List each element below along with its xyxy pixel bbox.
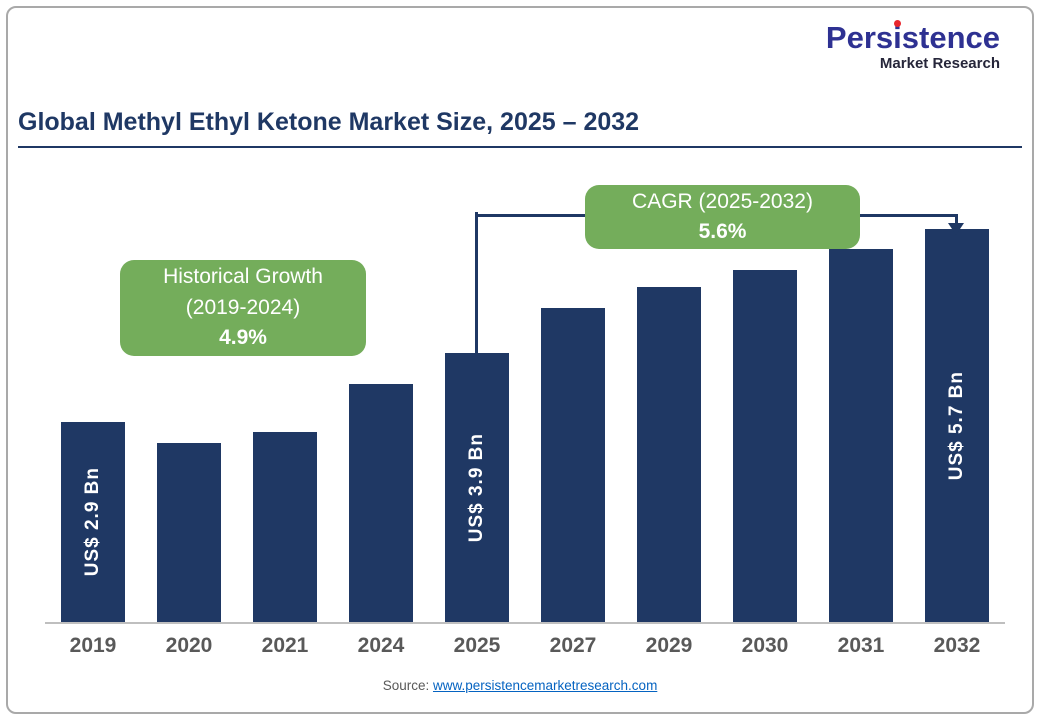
x-label-2024: 2024 bbox=[357, 634, 405, 657]
x-label-2029: 2029 bbox=[645, 634, 693, 657]
bar-2032: US$ 5.7 Bn bbox=[925, 229, 989, 622]
bar-2030 bbox=[733, 270, 797, 622]
bar-column-2025: US$ 3.9 Bn bbox=[429, 170, 525, 622]
chart-title: Global Methyl Ethyl Ketone Market Size, … bbox=[18, 108, 640, 136]
bar-2027 bbox=[541, 308, 605, 622]
bar-column-2019: US$ 2.9 Bn bbox=[45, 170, 141, 622]
plot-area: US$ 2.9 Bn US$ 3.9 Bn US$ 5.7 Bn bbox=[45, 170, 1005, 624]
connector-line-left bbox=[475, 214, 590, 217]
bar-value-label-2032: US$ 5.7 Bn bbox=[946, 370, 967, 481]
bar-column-2020 bbox=[141, 170, 237, 622]
bar-column-2029 bbox=[621, 170, 717, 622]
connector-line-2025 bbox=[475, 212, 478, 355]
x-label-2027: 2027 bbox=[549, 634, 597, 657]
bar-column-2027 bbox=[525, 170, 621, 622]
bar-2021 bbox=[253, 432, 317, 622]
bar-2020 bbox=[157, 443, 221, 622]
x-label-2025: 2025 bbox=[453, 634, 501, 657]
logo-subtitle: Market Research bbox=[879, 55, 1000, 72]
source-link[interactable]: www.persistencemarketresearch.com bbox=[432, 678, 658, 693]
x-label-2020: 2020 bbox=[165, 634, 213, 657]
arrow-down-icon bbox=[948, 223, 964, 235]
bar-2024 bbox=[349, 384, 413, 622]
logo-text-part3: stence bbox=[901, 20, 1000, 55]
logo-text-part1: Pers bbox=[825, 20, 894, 55]
cagr-value: 5.6% bbox=[698, 220, 747, 243]
connector-line-2032 bbox=[955, 214, 958, 224]
x-label-2031: 2031 bbox=[837, 634, 885, 657]
bar-2031 bbox=[829, 249, 893, 622]
bar-value-label-2025: US$ 3.9 Bn bbox=[466, 432, 487, 543]
bar-column-2030 bbox=[717, 170, 813, 622]
x-axis-labels: 2019 2020 2021 2024 2025 2027 2029 2030 2031 2032 bbox=[45, 634, 1005, 658]
historical-growth-line2: (2019-2024) bbox=[185, 295, 301, 319]
historical-growth-line1: Historical Growth bbox=[163, 265, 323, 289]
historical-growth-value: 4.9% bbox=[219, 326, 267, 350]
historical-growth-callout: Historical Growth (2019-2024) 4.9% bbox=[120, 260, 366, 356]
x-label-2030: 2030 bbox=[741, 634, 789, 657]
title-underline bbox=[18, 146, 1022, 148]
logo-wordmark: Persistence bbox=[826, 22, 1000, 53]
source-label: Source: bbox=[382, 678, 430, 693]
cagr-line1: CAGR (2025-2032) bbox=[632, 189, 813, 213]
logo-red-dot-i: i bbox=[893, 20, 902, 55]
bar-2025: US$ 3.9 Bn bbox=[445, 353, 509, 622]
bar-column-2032: US$ 5.7 Bn bbox=[909, 170, 1005, 622]
bar-column-2024 bbox=[333, 170, 429, 622]
x-label-2032: 2032 bbox=[933, 634, 981, 657]
bar-2029 bbox=[637, 287, 701, 622]
source-line: Source: www.persistencemarketresearch.co… bbox=[0, 678, 1040, 693]
bar-column-2031 bbox=[813, 170, 909, 622]
bar-value-label-2019: US$ 2.9 Bn bbox=[82, 467, 103, 577]
x-label-2019: 2019 bbox=[69, 634, 117, 657]
bar-2019: US$ 2.9 Bn bbox=[61, 422, 125, 622]
connector-line-right bbox=[855, 214, 958, 217]
bar-column-2021 bbox=[237, 170, 333, 622]
cagr-callout: CAGR (2025-2032) 5.6% bbox=[585, 185, 860, 249]
x-label-2021: 2021 bbox=[261, 634, 309, 657]
company-logo: Persistence Market Research bbox=[826, 22, 1000, 71]
